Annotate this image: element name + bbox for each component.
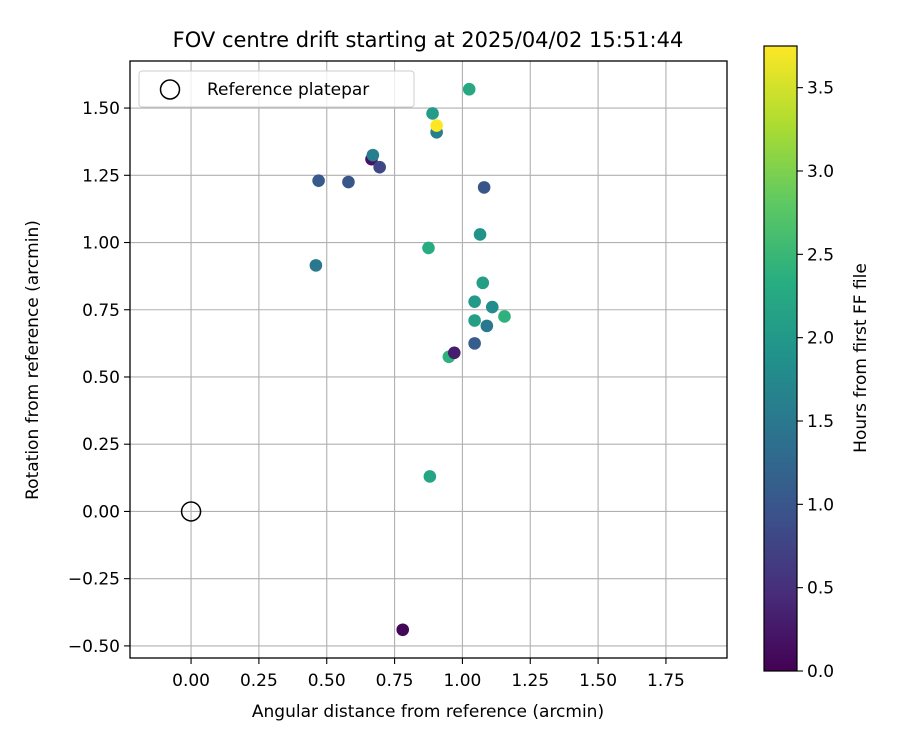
data-point [366, 148, 380, 162]
data-point [396, 623, 410, 637]
data-point [468, 314, 481, 327]
data-point [447, 346, 461, 360]
colorbar-tick-label: 1.0 [807, 495, 834, 515]
data-points [180, 82, 511, 637]
data-point [423, 470, 437, 483]
x-axis-ticks: 0.00 0.25 0.50 0.75 1.00 1.25 1.50 1.75 [172, 658, 685, 691]
colorbar [763, 45, 798, 672]
data-point [430, 119, 443, 132]
y-tick-label: −0.25 [68, 570, 120, 590]
y-tick-label: 1.25 [82, 166, 120, 186]
legend-marker-open-circle [159, 79, 181, 100]
legend: Reference platepar [138, 70, 415, 108]
y-tick-label: 1.00 [82, 234, 120, 254]
x-tick-label: 1.75 [647, 671, 685, 691]
x-tick-label: 0.25 [240, 671, 278, 691]
plot-frame [129, 60, 728, 659]
data-point [498, 310, 511, 323]
colorbar-tick-label: 2.0 [807, 329, 834, 349]
colorbar-tick-label: 0.0 [807, 662, 834, 682]
y-tick-label: 1.50 [82, 99, 120, 119]
y-tick-label: 0.25 [82, 435, 120, 455]
x-tick-label: 0.75 [376, 671, 414, 691]
y-tick-label: 0.50 [82, 368, 120, 388]
x-axis-label: Angular distance from reference (arcmin) [252, 702, 604, 722]
colorbar-tick-label: 3.5 [807, 79, 834, 99]
colorbar-tick-label: 0.5 [807, 579, 834, 599]
grid-lines [130, 61, 727, 658]
x-tick-label: 0.50 [308, 671, 346, 691]
y-axis-ticks: −0.50 −0.25 0.00 0.25 0.50 0.75 1.00 1.25 1.50 [68, 99, 130, 657]
chart-title: FOV centre drift starting at 2025/04/02 … [173, 28, 684, 52]
y-tick-label: 0.00 [82, 502, 120, 522]
data-point [477, 181, 491, 194]
reference-platepar-marker [180, 501, 202, 522]
y-tick-label: 0.75 [82, 301, 120, 321]
plot-background [130, 61, 727, 658]
y-tick-label: −0.50 [68, 637, 120, 657]
colorbar-label: Hours from first FF file [851, 263, 871, 453]
legend-label-reference-platepar: Reference platepar [207, 80, 369, 100]
x-tick-label: 1.00 [443, 671, 481, 691]
data-point [480, 319, 494, 333]
data-point [342, 175, 355, 189]
data-point [312, 174, 325, 187]
data-point [473, 228, 487, 241]
colorbar-tick-label: 2.5 [807, 245, 834, 265]
data-point [309, 259, 323, 272]
x-tick-label: 0.00 [172, 671, 210, 691]
data-point [476, 276, 490, 290]
colorbar-tick-label: 1.5 [807, 412, 834, 432]
data-point [468, 295, 481, 308]
data-point [373, 160, 386, 174]
data-point [422, 241, 435, 255]
data-point [462, 82, 476, 96]
data-point [426, 107, 439, 120]
data-point [468, 337, 481, 350]
colorbar-tick-label: 3.0 [807, 162, 834, 182]
x-tick-label: 1.50 [579, 671, 617, 691]
legend-box [138, 70, 415, 108]
x-tick-label: 1.25 [511, 671, 549, 691]
colorbar-ticks: 0.0 0.5 1.0 1.5 2.0 2.5 3.0 3.5 [797, 79, 834, 682]
data-point [485, 300, 499, 314]
y-axis-label: Rotation from reference (arcmin) [23, 220, 43, 500]
